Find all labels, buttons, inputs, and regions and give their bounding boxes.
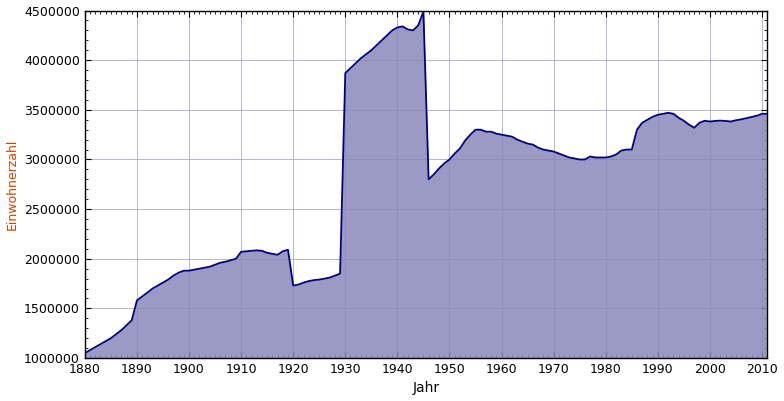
X-axis label: Jahr: Jahr: [412, 381, 440, 395]
Y-axis label: Einwohnerzahl: Einwohnerzahl: [5, 139, 19, 230]
